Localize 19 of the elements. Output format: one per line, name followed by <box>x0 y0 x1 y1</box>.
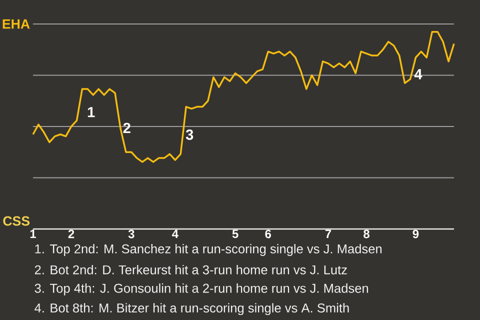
x-tick-label: 3 <box>128 230 134 238</box>
annotation: 3 <box>186 130 194 140</box>
text: EHA <box>2 19 30 29</box>
annotation: 4 <box>414 69 422 80</box>
text: CSS <box>3 216 30 226</box>
text: 1. Top 2nd: M. Sanchez hit a run-scoring single vs J. Madsen <box>35 244 382 256</box>
x-tick-label: 9 <box>412 230 419 238</box>
text: 2. Bot 2nd: D. Terkeurst hit a 3-run home run vs J. Lutz <box>34 264 347 274</box>
x-tick-label: 6 <box>265 230 271 238</box>
x-tick-label: 8 <box>364 230 370 238</box>
x-tick-label: 2 <box>68 230 74 238</box>
text: 4. Bot 8th: M. Bitzer hit a run-scoring single vs A. Smith <box>34 303 349 316</box>
x-tick-label: 7 <box>325 230 332 238</box>
x-tick-label: 4 <box>172 230 178 238</box>
x-tick-label: 1 <box>30 230 36 238</box>
annotation: 1 <box>88 107 95 118</box>
x-tick-label: 5 <box>232 230 238 238</box>
annotation: 2 <box>123 122 130 134</box>
text: 3. Top 4th: J. Gonsoulin hit a 2-run home run vs J. Madsen <box>34 283 368 296</box>
